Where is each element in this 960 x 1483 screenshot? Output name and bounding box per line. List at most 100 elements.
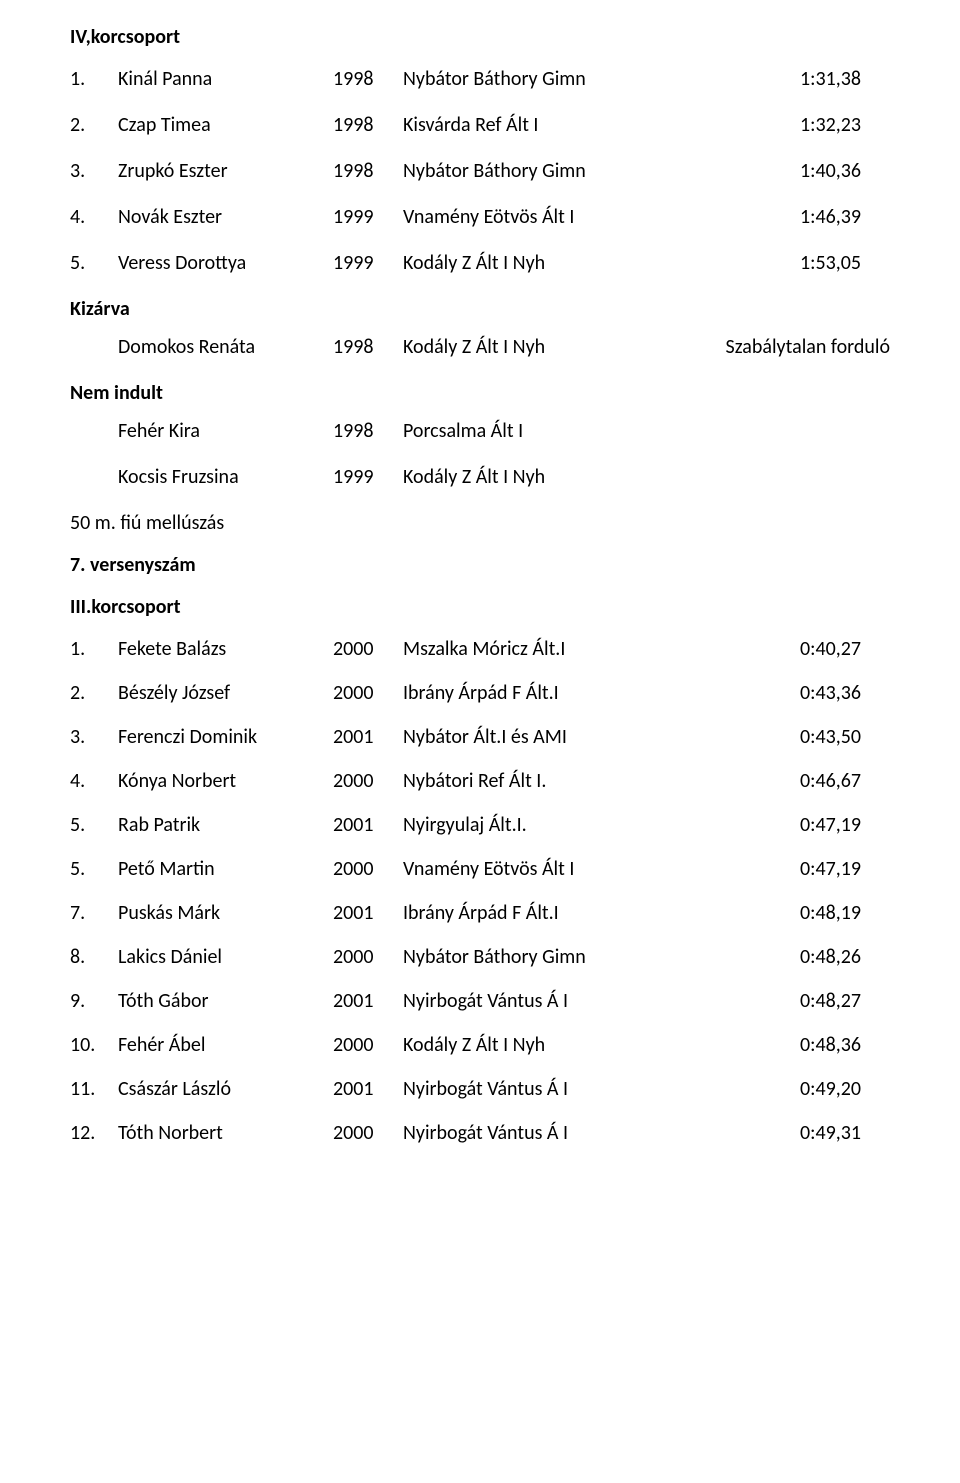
top-heading: IV,korcsoport xyxy=(70,25,890,49)
school: Kisvárda Ref Ált I xyxy=(403,113,800,137)
rank: 3. xyxy=(70,725,118,749)
year: 2000 xyxy=(333,681,403,705)
school: Nyirbogát Vántus Á I xyxy=(403,989,800,1013)
result-row: 11.Császár László2001Nyirbogát Vántus Á … xyxy=(70,1077,890,1101)
school: Nyirbogát Vántus Á I xyxy=(403,1121,800,1145)
year: 1999 xyxy=(333,251,403,275)
time: 0:48,26 xyxy=(800,945,890,969)
rank: 11. xyxy=(70,1077,118,1101)
school: Porcsalma Ált I xyxy=(403,419,890,443)
year: 2000 xyxy=(333,857,403,881)
year: 2000 xyxy=(333,637,403,661)
result-row: 5.Rab Patrik2001Nyirgyulaj Ált.I.0:47,19 xyxy=(70,813,890,837)
time: 1:32,23 xyxy=(800,113,890,137)
time: 0:47,19 xyxy=(800,813,890,837)
school: Nybátor Ált.I és AMI xyxy=(403,725,800,749)
result-row: 12.Tóth Norbert2000Nyirbogát Vántus Á I0… xyxy=(70,1121,890,1145)
result-row: 8.Lakics Dániel2000Nybátor Báthory Gimn0… xyxy=(70,945,890,969)
school: Vnamény Eötvös Ált I xyxy=(403,205,800,229)
nemindult-rows: Fehér Kira1998Porcsalma Ált I Kocsis Fruz… xyxy=(70,419,890,489)
rank: 10. xyxy=(70,1033,118,1057)
time: 0:47,19 xyxy=(800,857,890,881)
year: 2000 xyxy=(333,1121,403,1145)
time: 1:53,05 xyxy=(800,251,890,275)
athlete-name: Ferenczi Dominik xyxy=(118,725,333,749)
time: 0:48,36 xyxy=(800,1033,890,1057)
time: 0:48,27 xyxy=(800,989,890,1013)
time: 0:43,50 xyxy=(800,725,890,749)
school: Ibrány Árpád F Ált.I xyxy=(403,901,800,925)
athlete-name: Zrupkó Eszter xyxy=(118,159,333,183)
year: 1998 xyxy=(333,159,403,183)
rank: 2. xyxy=(70,113,118,137)
time: 0:40,27 xyxy=(800,637,890,661)
athlete-name: Kinál Panna xyxy=(118,67,333,91)
result-row: 7.Puskás Márk2001Ibrány Árpád F Ált.I0:4… xyxy=(70,901,890,925)
athlete-name: Kónya Norbert xyxy=(118,769,333,793)
athlete-name: Veress Dorottya xyxy=(118,251,333,275)
school: Kodály Z Ált I Nyh xyxy=(403,465,890,489)
athlete-name: Rab Patrik xyxy=(118,813,333,837)
year: 2001 xyxy=(333,989,403,1013)
rank: 5. xyxy=(70,857,118,881)
rank: 1. xyxy=(70,67,118,91)
rank: 3. xyxy=(70,159,118,183)
note: Szabálytalan forduló xyxy=(726,335,890,359)
athlete-name: Bészély József xyxy=(118,681,333,705)
rank: 2. xyxy=(70,681,118,705)
rank: 9. xyxy=(70,989,118,1013)
rank: 7. xyxy=(70,901,118,925)
rank: 4. xyxy=(70,205,118,229)
year: 1999 xyxy=(333,205,403,229)
year: 1998 xyxy=(333,419,403,443)
document-page: IV,korcsoport 1.Kinál Panna1998Nybátor B… xyxy=(0,0,960,1483)
result-row: Fehér Kira1998Porcsalma Ált I xyxy=(70,419,890,443)
year: 2000 xyxy=(333,945,403,969)
athlete-name: Kocsis Fruzsina xyxy=(118,465,333,489)
school: Vnamény Eötvös Ált I xyxy=(403,857,800,881)
verseny-label: 7. versenyszám xyxy=(70,553,890,577)
result-row: 1.Fekete Balázs2000Mszalka Móricz Ált.I0… xyxy=(70,637,890,661)
year: 1998 xyxy=(333,67,403,91)
school: Nybátor Báthory Gimn xyxy=(403,67,800,91)
athlete-name: Császár László xyxy=(118,1077,333,1101)
time: 1:40,36 xyxy=(800,159,890,183)
year: 2001 xyxy=(333,901,403,925)
athlete-name: Fehér Ábel xyxy=(118,1033,333,1057)
year: 2000 xyxy=(333,1033,403,1057)
school: Kodály Z Ált I Nyh xyxy=(403,251,800,275)
time: 0:49,20 xyxy=(800,1077,890,1101)
result-row: 5.Pető Martin2000Vnamény Eötvös Ált I0:4… xyxy=(70,857,890,881)
rank: 5. xyxy=(70,813,118,837)
athlete-name: Pető Martin xyxy=(118,857,333,881)
year: 2001 xyxy=(333,725,403,749)
result-row: 3.Zrupkó Eszter1998Nybátor Báthory Gimn1… xyxy=(70,159,890,183)
athlete-name: Lakics Dániel xyxy=(118,945,333,969)
result-row: 2.Bészély József2000Ibrány Árpád F Ált.I… xyxy=(70,681,890,705)
time: 1:46,39 xyxy=(800,205,890,229)
result-row: 1.Kinál Panna1998Nybátor Báthory Gimn1:3… xyxy=(70,67,890,91)
kizarva-label: Kizárva xyxy=(70,297,890,321)
rank: 4. xyxy=(70,769,118,793)
result-row: 10.Fehér Ábel2000Kodály Z Ált I Nyh0:48,… xyxy=(70,1033,890,1057)
year: 2000 xyxy=(333,769,403,793)
athlete-name: Puskás Márk xyxy=(118,901,333,925)
rank: 8. xyxy=(70,945,118,969)
year: 1998 xyxy=(333,113,403,137)
athlete-name: Domokos Renáta xyxy=(118,335,333,359)
year: 1998 xyxy=(333,335,403,359)
athlete-name: Czap Timea xyxy=(118,113,333,137)
result-row: 5.Veress Dorottya1999Kodály Z Ált I Nyh1… xyxy=(70,251,890,275)
rank: 1. xyxy=(70,637,118,661)
result-row: 4.Novák Eszter1999Vnamény Eötvös Ált I1:… xyxy=(70,205,890,229)
kizarva-rows: Domokos Renáta1998Kodály Z Ált I NyhSzab… xyxy=(70,335,890,359)
result-row: 2.Czap Timea1998Kisvárda Ref Ált I1:32,2… xyxy=(70,113,890,137)
school: Mszalka Móricz Ált.I xyxy=(403,637,800,661)
mid-heading: 50 m. fiú mellúszás xyxy=(70,511,890,535)
group-label: III.korcsoport xyxy=(70,595,890,619)
result-row: Domokos Renáta1998Kodály Z Ált I NyhSzab… xyxy=(70,335,890,359)
school: Nybátor Báthory Gimn xyxy=(403,945,800,969)
school: Ibrány Árpád F Ált.I xyxy=(403,681,800,705)
athlete-name: Novák Eszter xyxy=(118,205,333,229)
year: 2001 xyxy=(333,1077,403,1101)
